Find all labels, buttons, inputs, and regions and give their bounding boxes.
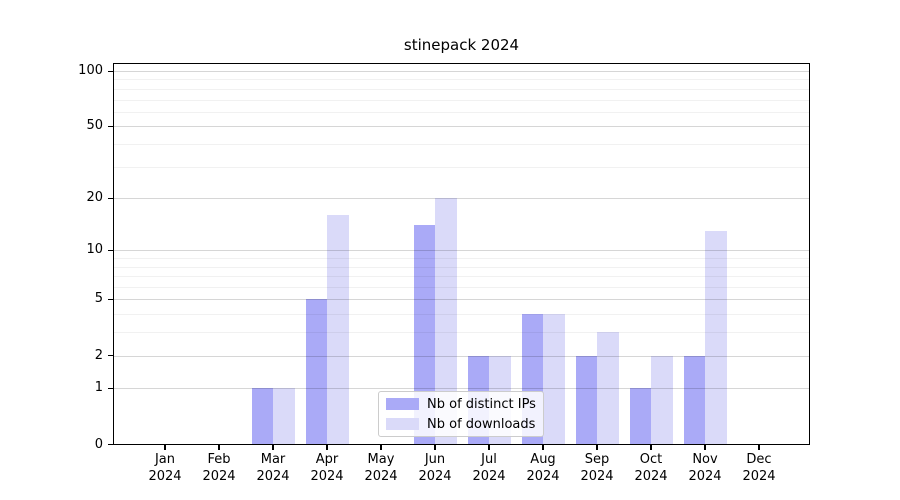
x-axis-tick-label: Nov 2024: [673, 451, 737, 485]
minor-gridline: [114, 276, 809, 278]
major-gridline: [114, 299, 809, 301]
minor-gridline: [114, 79, 809, 81]
bar-distinct-ips-mar: [251, 388, 273, 445]
y-axis-tick-mark: [108, 249, 113, 252]
bar-downloads-sep: [597, 332, 619, 445]
y-axis-tick-label: 50: [86, 118, 103, 134]
minor-gridline: [114, 166, 809, 168]
legend-entry-distinct-ips: Nb of distinct IPs: [386, 397, 536, 412]
x-axis-tick-mark: [164, 445, 166, 450]
y-axis-tick-mark: [108, 444, 113, 446]
y-axis-tick-mark: [108, 298, 113, 301]
legend-entry-downloads: Nb of downloads: [386, 417, 536, 432]
x-axis-tick-mark: [758, 445, 760, 450]
x-axis-tick-mark: [596, 445, 598, 450]
x-axis-tick-label: Jul 2024: [457, 451, 521, 485]
bar-downloads-mar: [273, 388, 295, 445]
major-gridline: [114, 126, 809, 128]
major-gridline: [114, 71, 809, 72]
x-axis-tick-label: Feb 2024: [187, 451, 251, 485]
x-axis-tick-label: Dec 2024: [727, 451, 791, 485]
y-axis-tick-label: 2: [94, 347, 103, 363]
legend: Nb of distinct IPs Nb of downloads: [378, 391, 544, 437]
x-axis-year-label: 2024: [472, 468, 506, 484]
legend-label-distinct-ips: Nb of distinct IPs: [427, 396, 536, 412]
x-axis-tick-label: Sep 2024: [565, 451, 629, 485]
y-axis-tick-mark: [108, 70, 113, 72]
y-axis-tick-mark: [108, 355, 113, 357]
y-axis-tick-label: 10: [86, 242, 103, 258]
x-axis-year-label: 2024: [202, 468, 236, 484]
x-axis-year-label: 2024: [310, 468, 344, 484]
major-gridline: [114, 355, 809, 357]
major-gridline: [114, 198, 809, 200]
minor-gridline: [114, 88, 809, 90]
x-axis-tick-mark: [488, 445, 490, 450]
x-axis-year-label: 2024: [688, 468, 722, 484]
minor-gridline: [114, 314, 809, 316]
bar-downloads-apr: [327, 215, 349, 445]
x-axis-year-label: 2024: [148, 468, 182, 484]
x-axis-year-label: 2024: [364, 468, 398, 484]
x-axis-tick-mark: [434, 445, 436, 450]
x-axis-year-label: 2024: [634, 468, 668, 484]
y-axis-tick-mark: [108, 125, 113, 127]
minor-gridline: [114, 332, 809, 334]
x-axis-tick-mark: [704, 445, 706, 450]
x-axis-tick-mark: [272, 445, 274, 450]
minor-gridline: [114, 287, 809, 289]
y-axis-tick-label: 0: [94, 436, 103, 452]
bar-distinct-ips-apr: [305, 299, 327, 445]
chart-title: stinepack 2024: [403, 36, 520, 54]
x-axis-year-label: 2024: [742, 468, 776, 484]
x-axis-tick-label: Jan 2024: [133, 451, 197, 485]
legend-swatch-downloads: [386, 418, 419, 430]
x-axis-year-label: 2024: [580, 468, 614, 484]
minor-gridline: [114, 111, 809, 113]
bar-distinct-ips-oct: [629, 388, 651, 445]
x-axis-tick-label: Apr 2024: [295, 451, 359, 485]
bar-downloads-nov: [705, 230, 727, 445]
minor-gridline: [114, 99, 809, 101]
y-axis-tick-label: 5: [94, 291, 103, 307]
x-axis-tick-label: Jun 2024: [403, 451, 467, 485]
x-axis-tick-label: Oct 2024: [619, 451, 683, 485]
minor-gridline: [114, 258, 809, 260]
x-axis-tick-mark: [650, 445, 652, 450]
x-axis-tick-mark: [218, 445, 220, 450]
minor-gridline: [114, 143, 809, 145]
x-axis-year-label: 2024: [526, 468, 560, 484]
legend-label-downloads: Nb of downloads: [427, 416, 536, 432]
x-axis-tick-label: Mar 2024: [241, 451, 305, 485]
x-axis-tick-mark: [542, 445, 544, 450]
bar-distinct-ips-sep: [575, 355, 597, 445]
minor-gridline: [114, 266, 809, 268]
y-axis-tick-mark: [108, 197, 113, 199]
bar-downloads-oct: [651, 355, 673, 445]
x-axis-tick-mark: [326, 445, 328, 450]
legend-swatch-distinct-ips: [386, 398, 419, 410]
x-axis-tick-label: May 2024: [349, 451, 413, 485]
major-gridline: [114, 388, 809, 390]
x-axis-year-label: 2024: [418, 468, 452, 484]
y-axis-tick-label: 20: [86, 190, 103, 206]
x-axis-tick-mark: [380, 445, 382, 450]
y-axis-tick-label: 1: [94, 380, 103, 396]
y-axis-tick-mark: [108, 387, 113, 390]
bar-distinct-ips-nov: [683, 355, 705, 445]
bar-distinct-ips-jun: [413, 225, 435, 445]
x-axis-tick-label: Aug 2024: [511, 451, 575, 485]
bar-downloads-jun: [435, 198, 457, 445]
x-axis-year-label: 2024: [256, 468, 290, 484]
y-axis-tick-label: 100: [78, 63, 103, 78]
bar-downloads-aug: [543, 314, 565, 445]
major-gridline: [114, 250, 809, 252]
